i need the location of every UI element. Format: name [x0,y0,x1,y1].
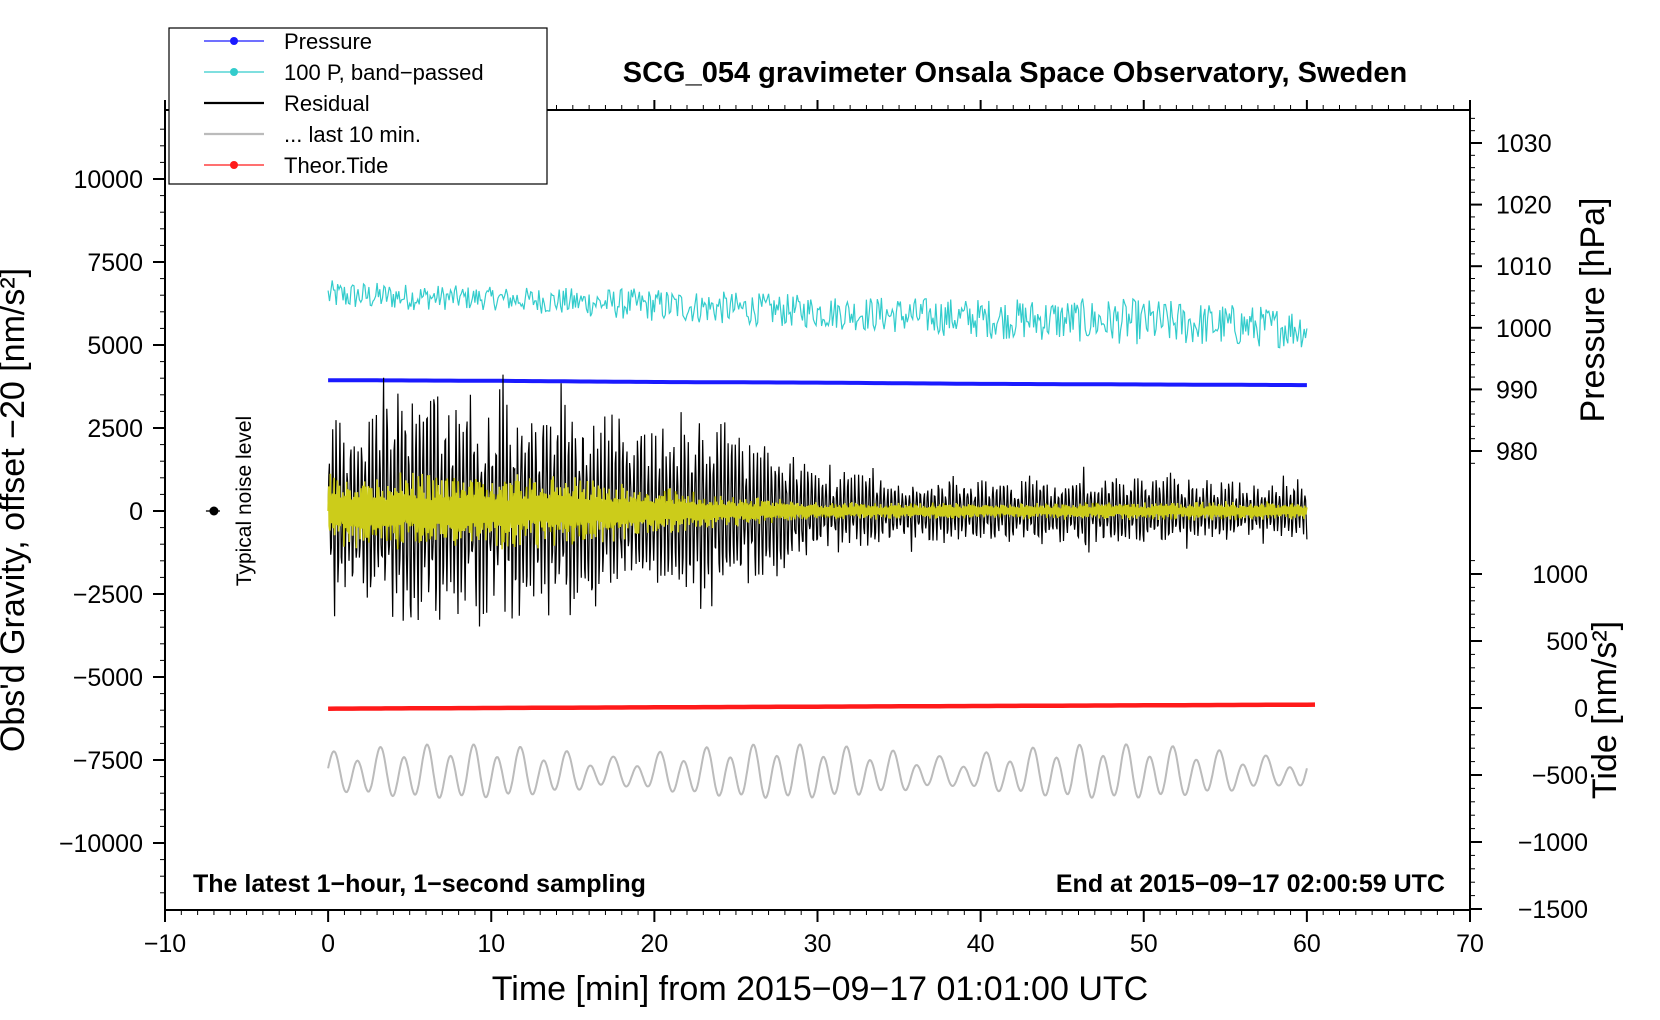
x-tick-label: 20 [640,930,668,958]
legend-label: 100 P, band−passed [284,60,484,85]
y-left-tick-label: −5000 [73,664,143,692]
legend-box [168,27,548,185]
y-left-tick-label: 0 [129,498,143,526]
y-axis-right: 1030 1020 1010 1000 990 980 1000 500 0 −500 −1000 −… [1470,117,1588,924]
legend-swatch-marker [230,161,238,169]
legend-swatch-marker [230,37,238,45]
y-tide-tick-label: −1000 [1518,829,1588,857]
y-pressure-tick-label: 1020 [1496,192,1552,220]
y-left-tick-label: −10000 [59,830,143,858]
x-tick-label: 50 [1130,930,1158,958]
legend-label: Residual [284,91,370,116]
noise-level-group: Typical noise level [205,416,256,586]
y-left-tick-label: 7500 [87,249,143,277]
y-pressure-tick-label: 990 [1496,376,1538,404]
y-pressure-tick-label: 980 [1496,438,1538,466]
y-tide-tick-label: 0 [1574,695,1588,723]
y-left-tick-label: −2500 [73,581,143,609]
plot-area [327,280,1316,799]
legend-label: ... last 10 min. [284,122,421,147]
legend-label: Theor.Tide [284,153,388,178]
residual-line [327,374,1308,627]
y-axis-left: 10000 7500 5000 2500 0 −2500 −5000 −7500 −10000 [59,128,165,894]
y-left-tick-label: 10000 [73,166,143,194]
x-tick-label: 30 [804,930,832,958]
y-tide-tick-label: −500 [1532,762,1588,790]
x-tick-label: 10 [477,930,505,958]
y-pressure-tick-label: 1000 [1496,315,1552,343]
y-tide-tick-label: 1000 [1532,561,1588,589]
legend-swatch-marker [230,68,238,76]
x-axis: −10 0 10 20 30 40 50 60 70 [144,100,1484,958]
y-tide-tick-label: −1500 [1518,896,1588,924]
legend: Pressure 100 P, band−passed Residual ... la… [168,27,548,185]
noise-level-label: Typical noise level [233,416,256,586]
x-tick-label: 0 [321,930,335,958]
y-pressure-tick-label: 1030 [1496,130,1552,158]
x-tick-label: 70 [1456,930,1484,958]
chart-title: SCG_054 gravimeter Onsala Space Observat… [623,57,1407,89]
y-left-tick-label: −7500 [73,747,143,775]
y-axis-tide-title: Tide [nm/s²] [1586,621,1624,799]
last-10-min-line [327,743,1308,799]
end-time-annotation: End at 2015−09−17 02:00:59 UTC [1056,870,1445,898]
legend-label: Pressure [284,29,372,54]
y-axis-left-title: Obs'd Gravity, offset −20 [nm/s²] [0,268,32,752]
residual-band-line [327,472,1308,550]
bandpassed-pressure-line [327,280,1308,349]
y-axis-pressure-title: Pressure [hPa] [1574,198,1612,423]
y-pressure-tick-label: 1010 [1496,253,1552,281]
pressure-line [328,378,1307,388]
noise-level-marker [209,506,219,516]
x-tick-label: 40 [967,930,995,958]
theoretical-tide-line [328,702,1316,711]
x-tick-label: 60 [1293,930,1321,958]
y-left-tick-label: 2500 [87,415,143,443]
x-axis-title: Time [min] from 2015−09−17 01:01:00 UTC [492,970,1148,1008]
x-tick-label: −10 [144,930,186,958]
y-left-tick-label: 5000 [87,332,143,360]
y-tide-tick-label: 500 [1546,628,1588,656]
sampling-annotation: The latest 1−hour, 1−second sampling [193,870,646,898]
